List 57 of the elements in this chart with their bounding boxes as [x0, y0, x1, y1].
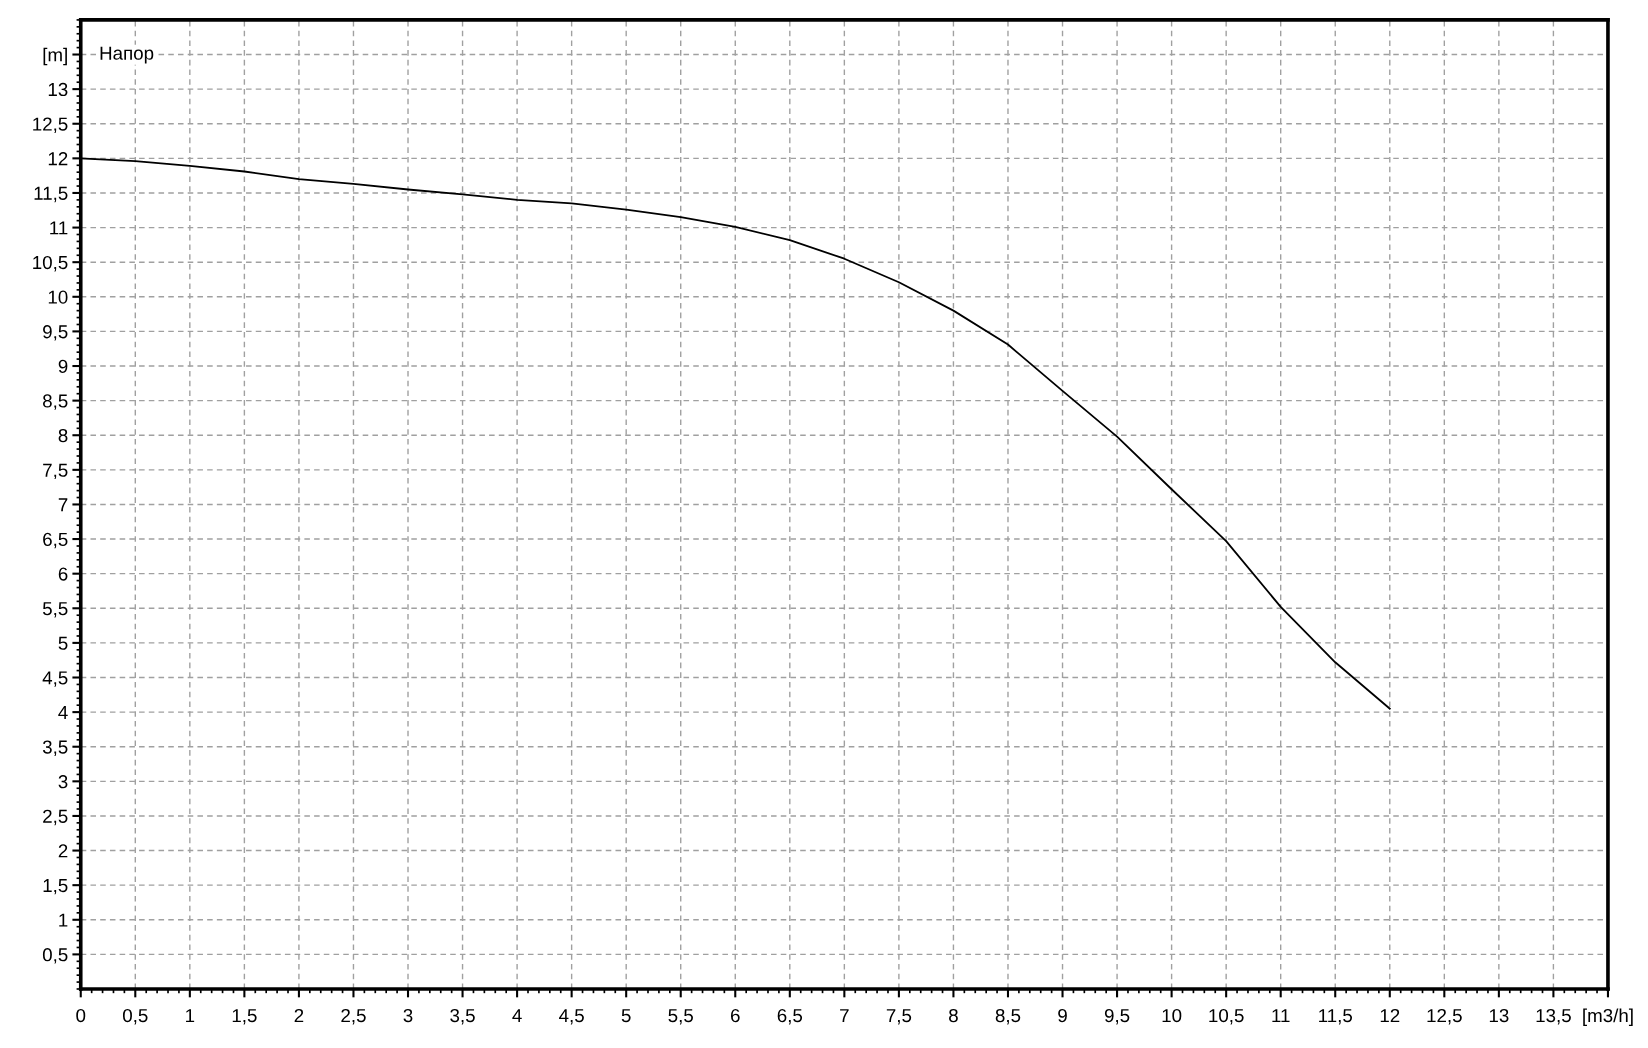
- y-tick-label: 11,5: [34, 186, 68, 203]
- x-tick-label: 5: [621, 1009, 631, 1023]
- y-tick-label: 7,5: [43, 463, 68, 480]
- x-tick-label: 4,5: [559, 1009, 584, 1025]
- x-tick-label: 13: [1489, 1008, 1509, 1023]
- y-tick-label: 4,5: [42, 671, 68, 687]
- x-tick-label: 11: [1272, 1009, 1290, 1023]
- x-tick-label: 4: [512, 1009, 522, 1023]
- y-tick-label: 5,5: [42, 602, 68, 618]
- x-tick-label: 10: [1162, 1008, 1182, 1023]
- x-tick-label: 1,5: [232, 1009, 257, 1025]
- y-tick-label: [m]: [43, 47, 67, 66]
- y-tick-label: 5: [58, 636, 68, 650]
- y-tick-label: 10,5: [33, 255, 68, 272]
- y-tick-label: 8,5: [43, 394, 68, 410]
- y-axis-title: Напор: [100, 46, 154, 64]
- y-tick-label: 4: [58, 706, 68, 719]
- x-tick-label: 9: [1058, 1008, 1067, 1023]
- y-tick-label: 12,5: [33, 117, 68, 133]
- x-tick-label: 2: [294, 1008, 304, 1023]
- y-tick-label: 1,5: [43, 879, 68, 895]
- x-tick-label: 7: [840, 1009, 849, 1023]
- y-tick-label: 6,5: [43, 532, 68, 549]
- x-tick-label: 6: [731, 1008, 740, 1023]
- x-tick-label: 11,5: [1319, 1009, 1353, 1025]
- y-tick-label: 8: [58, 428, 68, 443]
- y-tick-label: 12: [48, 152, 68, 166]
- x-tick-label: 7,5: [886, 1009, 912, 1025]
- y-tick-label: 2,5: [43, 809, 68, 826]
- y-tick-label: 3,5: [42, 740, 68, 756]
- x-tick-label: 5,5: [668, 1009, 693, 1025]
- x-tick-label: 12,5: [1427, 1008, 1462, 1025]
- y-tick-label: 9: [58, 359, 68, 373]
- y-tick-label: 9,5: [43, 325, 68, 341]
- y-tick-label: 13: [48, 82, 68, 97]
- x-tick-label: 0,5: [123, 1008, 148, 1025]
- y-tick-label: 0,5: [42, 948, 68, 964]
- y-tick-label: 10: [48, 290, 68, 304]
- x-tick-label: 2,5: [341, 1008, 366, 1025]
- x-tick-label: 12: [1380, 1008, 1400, 1023]
- x-tick-label: 3: [403, 1008, 413, 1023]
- y-tick-label: 6: [58, 567, 68, 581]
- y-tick-label: 11: [50, 221, 68, 235]
- y-tick-label: 3: [58, 775, 68, 789]
- y-tick-label: 7: [58, 498, 68, 512]
- x-tick-label: 10,5: [1209, 1008, 1244, 1025]
- x-tick-label: 0: [76, 1008, 86, 1023]
- x-tick-label: 3,5: [450, 1008, 475, 1025]
- x-tick-label: 1: [186, 1009, 195, 1023]
- y-tick-label: 2: [58, 844, 68, 858]
- x-tick-label: 6,5: [777, 1008, 803, 1025]
- x-tick-label: [m3/h]: [1583, 1008, 1633, 1026]
- x-tick-label: 9,5: [1104, 1008, 1130, 1025]
- x-tick-label: 8: [949, 1008, 958, 1023]
- x-tick-label: 13,5: [1536, 1008, 1571, 1025]
- x-tick-label: 8,5: [995, 1008, 1021, 1025]
- y-tick-label: 1: [59, 913, 68, 927]
